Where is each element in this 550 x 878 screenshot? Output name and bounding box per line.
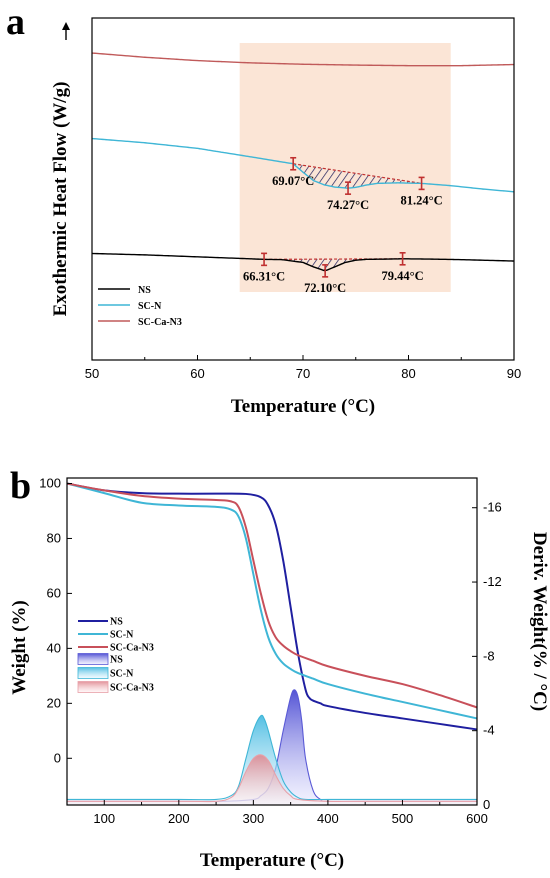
legend-label-ns: NS (138, 285, 151, 296)
panel-label-a: a (6, 1, 25, 43)
annotation-label-ns-2: 79.44°C (382, 269, 424, 283)
tg-line-ns (66, 482, 478, 731)
legend-label-dtg-sc-n: SC-N (110, 669, 134, 680)
y-tick-label: 100 (39, 475, 61, 490)
tg-line-sc-n (66, 482, 478, 720)
annotation-label-sc-n-2: 81.24°C (401, 193, 443, 207)
dtg-line-sc-ca-n3 (67, 754, 477, 803)
x-tick-label: 500 (392, 811, 414, 826)
panel-label-b: b (10, 465, 31, 507)
y-tick-label: 20 (47, 695, 61, 710)
x-tick-label: 90 (507, 366, 521, 381)
series-line-sc-ca-n3 (91, 52, 515, 67)
highlight-region (239, 43, 451, 292)
y-axis-label: Exothermic Heat Flow (W/g) (50, 82, 71, 317)
tg-line-sc-ca-n3 (66, 482, 478, 709)
y-tick-label: 60 (47, 585, 61, 600)
x-tick-label: 60 (190, 366, 204, 381)
legend-label-sc-n: SC-N (138, 301, 162, 312)
annotation-label-ns-0: 66.31°C (243, 269, 285, 283)
panel-a: 69.07°C 74.27°C 81.24°C 66.31°C 72.10°C 79.44… (6, 1, 521, 417)
y-tick-label: 0 (54, 750, 61, 765)
annotation-label-sc-n-1: 74.27°C (327, 198, 369, 212)
y-tick-label: 40 (47, 640, 61, 655)
y2-tick-label: 0 (483, 797, 490, 812)
legend-label-sc-ca-n3: SC-Ca-N3 (138, 317, 182, 328)
legend-label-dtg-sc-ca-n3: SC-Ca-N3 (110, 683, 154, 694)
y2-tick-label: -16 (483, 500, 502, 515)
x-axis-label: Temperature (°C) (231, 396, 375, 417)
dtg-line-sc-n (67, 714, 477, 801)
legend-swatch-dtg-sc-n (77, 667, 109, 679)
legend-label-dtg-ns: NS (110, 655, 123, 666)
x-tick-label: 70 (296, 366, 310, 381)
panel-b: 100 200 300 400 500 6000204060801000-4-8-12-1… (9, 465, 550, 871)
y-tick-label: 80 (47, 530, 61, 545)
legend-swatch-dtg-sc-ca-n3 (77, 681, 109, 693)
x-axis-label: Temperature (°C) (200, 850, 344, 871)
series-line-ns (91, 252, 515, 272)
hatched-area-sc-n (293, 163, 420, 189)
x-tick-label: 80 (401, 366, 415, 381)
plot-frame (66, 477, 478, 806)
x-tick-label: 400 (317, 811, 339, 826)
y2-axis-label: Deriv. Weight(% / °C) (529, 532, 550, 711)
y-axis-arrow-head (62, 22, 70, 30)
y-axis-label: Weight (%) (9, 600, 30, 694)
x-tick-label: 200 (168, 811, 190, 826)
y2-tick-label: -4 (483, 723, 495, 738)
annotation-label-ns-1: 72.10°C (304, 281, 346, 295)
series-line-sc-n (91, 137, 515, 193)
legend-swatch-dtg-ns (77, 653, 109, 665)
legend-label-tg-sc-ca-n3: SC-Ca-N3 (110, 643, 154, 654)
x-tick-label: 300 (243, 811, 265, 826)
annotation-label-sc-n-0: 69.07°C (272, 174, 314, 188)
legend-label-tg-ns: NS (110, 617, 123, 628)
legend-label-tg-sc-n: SC-N (110, 630, 134, 641)
y2-tick-label: -12 (483, 574, 502, 589)
y2-tick-label: -8 (483, 648, 495, 663)
dtg-fill-sc-ca-n3 (67, 754, 477, 805)
x-tick-label: 50 (85, 366, 99, 381)
baseline-dashed-sc-n (293, 163, 422, 184)
x-tick-label: 600 (466, 811, 488, 826)
dtg-fill-sc-n (67, 715, 477, 805)
x-tick-label: 100 (93, 811, 115, 826)
